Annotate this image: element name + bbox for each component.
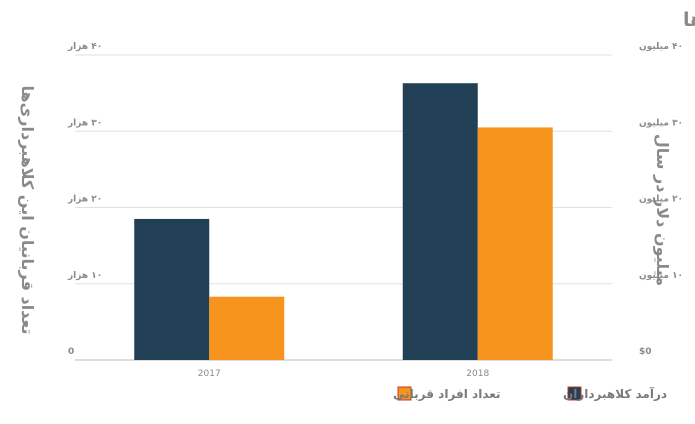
right-tick-label: ۲۰ میلیون <box>639 195 683 205</box>
bars <box>134 83 553 361</box>
bar-victims-2018 <box>477 127 553 360</box>
left-tick-label: ۱۰ هزار <box>67 271 102 281</box>
left-tick-label: ۲۰ هزار <box>67 195 102 205</box>
right-tick-label: $0 <box>639 347 652 357</box>
legend-swatch <box>567 386 582 401</box>
left-axis-ticks: 0 ۱۰ هزار ۲۰ هزار ۳۰ هزار ۴۰ هزار <box>67 42 102 357</box>
x-axis-ticks: 2017 2018 <box>198 369 490 379</box>
x-tick-label: 2017 <box>198 369 221 379</box>
legend-label: درآمد کلاهبرداران <box>563 386 667 401</box>
bar-revenue-2017 <box>134 218 210 360</box>
right-axis-label: میلیون دلار در سال <box>653 134 672 286</box>
right-tick-label: ۱۰ میلیون <box>639 271 683 281</box>
right-tick-label: ۴۰ میلیون <box>639 42 683 52</box>
left-axis-label: تعداد قربانیان این کلاهبرداری‌ها <box>18 86 37 335</box>
legend-swatch <box>397 386 412 401</box>
legend-label: تعداد افراد قربانی <box>393 387 501 401</box>
x-tick-label: 2018 <box>466 369 489 379</box>
right-axis-ticks: $0 ۱۰ میلیون ۲۰ میلیون ۳۰ میلیون ۴۰ میلیون <box>639 42 683 357</box>
chart-title: درآمد کلاهبرداران و تعداد افراد قربانی د… <box>683 7 695 31</box>
bar-revenue-2018 <box>402 83 478 361</box>
bar-victims-2017 <box>209 296 285 360</box>
left-tick-label: ۳۰ هزار <box>67 118 102 128</box>
left-tick-label: ۴۰ هزار <box>67 42 102 52</box>
right-tick-label: ۳۰ میلیون <box>639 118 683 128</box>
legend: درآمد کلاهبرداران تعداد افراد قربانی <box>393 386 667 401</box>
left-tick-label: 0 <box>68 347 74 357</box>
